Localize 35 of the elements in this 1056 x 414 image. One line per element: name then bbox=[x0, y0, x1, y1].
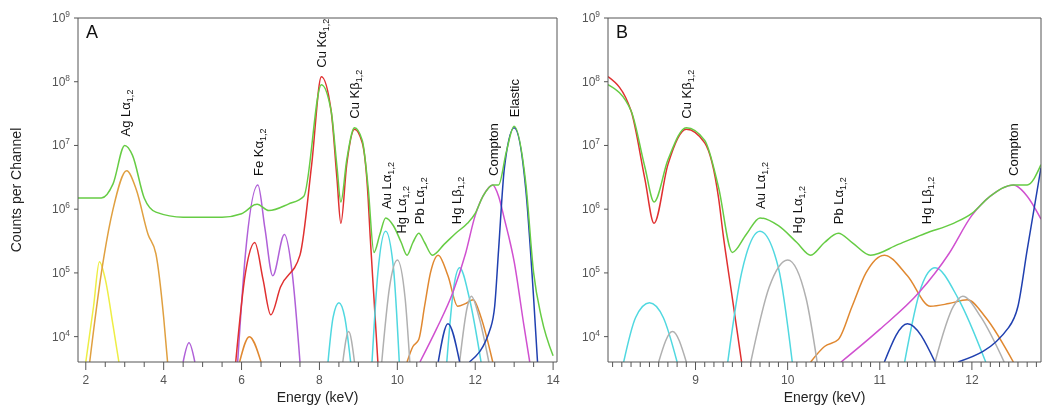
y-tick-label: 10$^{5}$ bbox=[51, 263, 71, 280]
y-tick-label: 10$^{7}$ bbox=[581, 136, 601, 153]
y-tick-label: 10$^{5}$ bbox=[581, 263, 601, 280]
x-tick-label: 8 bbox=[316, 373, 324, 387]
annotation: Elastic bbox=[506, 78, 522, 118]
y-tick-label: 10$^{8}$ bbox=[581, 72, 601, 89]
x-axis-title: Energy (keV) bbox=[276, 389, 359, 405]
y-tick-label: 10$^{9}$ bbox=[581, 9, 601, 25]
y-tick-label: 10$^{7}$ bbox=[51, 136, 71, 153]
y-tick-label: 10$^{9}$ bbox=[51, 9, 71, 25]
x-tick-label: 14 bbox=[546, 373, 561, 387]
chart-title: A bbox=[86, 22, 99, 43]
x-axis-title: Energy (keV) bbox=[783, 389, 866, 405]
x-tick-label: 10 bbox=[780, 373, 795, 387]
chart-title: B bbox=[616, 22, 629, 43]
line-series bbox=[85, 260, 120, 362]
x-tick-label: 2 bbox=[82, 373, 90, 387]
x-tick-label: 6 bbox=[238, 373, 246, 387]
y-tick-label: 10$^{4}$ bbox=[51, 327, 71, 344]
x-tick-label: 4 bbox=[160, 373, 168, 387]
annotation: Compton bbox=[485, 123, 501, 176]
x-tick-label: 9 bbox=[692, 373, 700, 387]
x-tick-label: 12 bbox=[965, 373, 979, 387]
y-tick-label: 10$^{8}$ bbox=[51, 72, 71, 89]
line-series bbox=[88, 170, 169, 362]
y-tick-label: 10$^{4}$ bbox=[581, 327, 601, 344]
y-tick-label: 10$^{6}$ bbox=[581, 200, 601, 217]
x-tick-label: 10 bbox=[390, 373, 405, 387]
line-series bbox=[608, 83, 1041, 256]
x-tick-label: 11 bbox=[873, 373, 887, 387]
y-axis-title: Counts per Channel bbox=[7, 127, 24, 253]
y-tick-label: 10$^{6}$ bbox=[51, 200, 71, 217]
x-tick-label: 12 bbox=[468, 373, 483, 387]
line-series bbox=[809, 254, 1015, 362]
annotation: Compton bbox=[1005, 123, 1021, 176]
